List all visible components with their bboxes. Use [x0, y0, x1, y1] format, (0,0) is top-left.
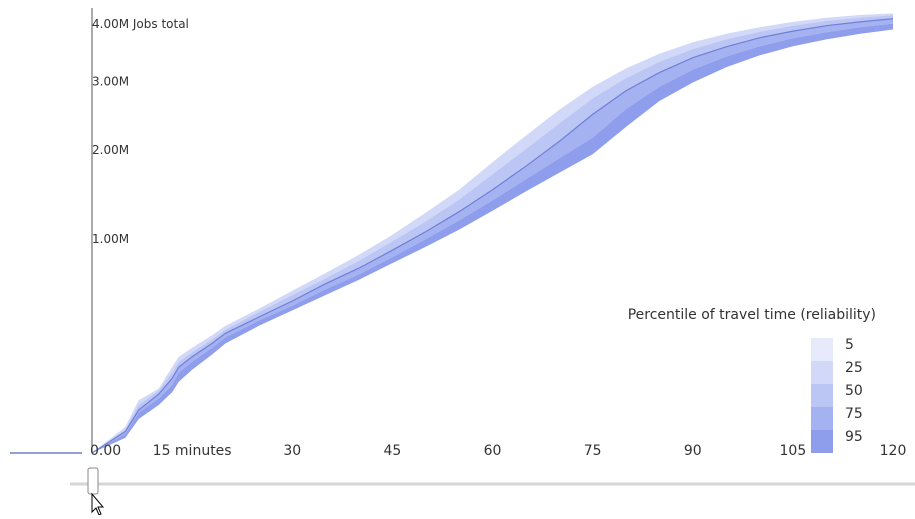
- y-tick-label: 3.00M: [92, 75, 129, 89]
- x-tick-label: 60: [484, 443, 502, 459]
- y-tick-label-zero: 0.00: [90, 443, 121, 459]
- x-tick-label: 105: [780, 443, 807, 459]
- median-line: [91, 18, 894, 454]
- y-tick-label: 4.00M Jobs total: [92, 17, 189, 31]
- legend-swatch: [811, 361, 833, 384]
- x-tick-label: 15 minutes: [153, 443, 232, 459]
- x-tick-label: 45: [383, 443, 401, 459]
- legend-title: Percentile of travel time (reliability): [628, 307, 876, 323]
- legend-label: 75: [845, 406, 863, 422]
- y-tick-label: 1.00M: [92, 232, 129, 246]
- legend: Percentile of travel time (reliability) 5…: [628, 307, 876, 453]
- legend-swatch: [811, 338, 833, 361]
- legend-label: 25: [845, 360, 863, 376]
- legend-swatch: [811, 384, 833, 407]
- x-tick-label: 120: [880, 443, 907, 459]
- legend-label: 95: [845, 429, 863, 445]
- y-tick-label: 2.00M: [92, 143, 129, 157]
- legend-swatch: [811, 407, 833, 430]
- axes: [10, 8, 93, 454]
- slider-handle[interactable]: [87, 467, 99, 495]
- time-slider[interactable]: [70, 467, 915, 516]
- band-75-95: [92, 23, 893, 453]
- x-tick-label: 90: [684, 443, 702, 459]
- band-50-75: [92, 18, 893, 453]
- band-25-50: [92, 15, 893, 453]
- mouse-cursor-icon: [91, 492, 105, 516]
- x-tick-label: 30: [283, 443, 301, 459]
- tick-labels: 1.00M 2.00M 3.00M 4.00M Jobs total 0.00 15 mi…: [90, 17, 906, 459]
- legend-label: 50: [845, 383, 863, 399]
- median-line-layer: [91, 18, 894, 454]
- x-tick-label: 75: [584, 443, 602, 459]
- percentile-bands: [92, 13, 893, 454]
- legend-swatch: [811, 430, 833, 453]
- band-5-25: [92, 13, 893, 454]
- legend-label: 5: [845, 337, 854, 353]
